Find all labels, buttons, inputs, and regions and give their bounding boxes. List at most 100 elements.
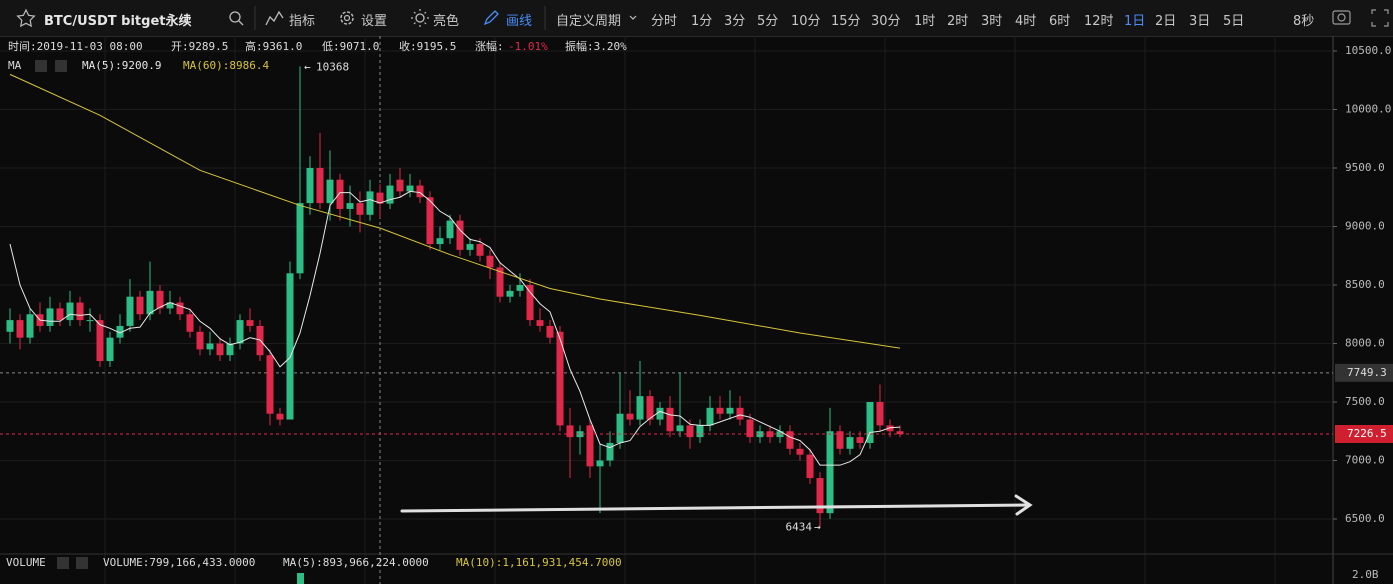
candle-body [806, 454, 814, 479]
period-button[interactable]: 30分 [871, 14, 901, 29]
chart: 6500.0 7000.0 7500.0 8000.0 8500.0 9000.0 9500… [0, 36, 1393, 584]
candle-body [616, 413, 624, 443]
refresh-timer: 8秒 [1293, 14, 1315, 29]
candle-body [366, 191, 374, 215]
candle-body [76, 302, 84, 321]
period-button[interactable]: 15分 [831, 14, 861, 29]
candle-body [456, 220, 464, 250]
candle-body [626, 413, 634, 420]
candle-body [276, 413, 284, 420]
symbol[interactable]: BTC/USDT bitget永续 [44, 14, 192, 29]
candle-body [696, 425, 704, 438]
candle-body [396, 179, 404, 192]
tool-button[interactable]: 亮色 [433, 14, 460, 29]
candle-body [836, 431, 844, 449]
last-price-label: 7226.5 [1347, 427, 1387, 440]
candle-body [876, 402, 884, 426]
candle-body [866, 402, 874, 443]
candle-body [56, 308, 64, 321]
light-icon [415, 13, 425, 23]
candle-body [356, 203, 364, 215]
tool-button[interactable]: 画线 [506, 14, 533, 29]
candle-body [426, 197, 434, 245]
candle-body [666, 407, 674, 432]
candle-body [96, 320, 104, 362]
candle-body [26, 314, 34, 338]
candle-body [686, 425, 694, 438]
period-button[interactable]: 12时 [1084, 14, 1114, 29]
volume-ma10: MA(10):1,161,931,454.7000 [456, 556, 622, 569]
candle-body [306, 167, 314, 204]
candle-body [436, 238, 444, 245]
candle-body [86, 320, 94, 322]
candle-body [716, 407, 724, 414]
candle-body [586, 425, 594, 467]
candle-body [376, 192, 384, 204]
info-amplitude: 振幅:3.20% [565, 39, 627, 53]
period-button[interactable]: 分时 [651, 14, 678, 29]
period-button[interactable]: 2时 [947, 14, 969, 29]
period-button[interactable]: 3时 [981, 14, 1003, 29]
info-close: 收:9195.5 [399, 39, 456, 53]
candle-body [576, 431, 584, 438]
tool-button[interactable]: 指标 [289, 14, 316, 29]
period-button[interactable]: 3分 [724, 14, 746, 29]
candle-body [416, 185, 424, 198]
custom-period[interactable]: 自定义周期 [556, 14, 622, 29]
candle-body [636, 396, 644, 420]
toolbar: BTC/USDT bitget永续 指标 设置 亮色 画线 自定义周期 分时 1分 3分 5分 1… [0, 0, 1393, 37]
search-icon[interactable] [229, 11, 241, 23]
period-button[interactable]: 3日 [1189, 14, 1211, 29]
candle-body [116, 325, 124, 338]
ma60-legend: MA(60):8986.4 [183, 59, 269, 72]
candle-body [406, 185, 414, 192]
candle-body [816, 478, 824, 514]
candle-body [236, 320, 244, 344]
y-tick-label: 8500.0 [1345, 278, 1385, 291]
candle-body [186, 314, 194, 332]
y-tick-label: 8000.0 [1345, 336, 1385, 349]
candle-body [656, 407, 664, 420]
candle-body [6, 320, 14, 332]
tool-button[interactable]: 设置 [361, 14, 388, 29]
candle-body [326, 179, 334, 204]
high-marker-arrow: ← [304, 60, 311, 73]
high-marker: 10368 [316, 60, 349, 73]
candle-body [346, 203, 354, 209]
fullscreen-icon[interactable] [1371, 9, 1389, 27]
last-price-tag [1335, 425, 1393, 444]
period-button[interactable]: 1日 [1124, 14, 1146, 29]
candle-body [596, 460, 604, 467]
volume-axis-label: 2.0B [1352, 568, 1379, 581]
y-tick-label: 6500.0 [1345, 512, 1385, 525]
draw-icon [483, 10, 499, 26]
candle-body [646, 396, 654, 420]
candle-body [206, 343, 214, 350]
period-button[interactable]: 4时 [1015, 14, 1037, 29]
candle-body [556, 331, 564, 426]
period-button[interactable]: 10分 [791, 14, 821, 29]
period-button[interactable]: 1时 [914, 14, 936, 29]
ma-line [9, 73, 901, 349]
y-tick-label: 7500.0 [1345, 395, 1385, 408]
candle-body [506, 290, 514, 297]
candle-body [566, 425, 574, 438]
info-time: 时间:2019-11-03 08:00 [8, 40, 143, 53]
candle-body [466, 244, 474, 250]
candle-body [176, 302, 184, 315]
toolbar-icons [16, 6, 1389, 30]
candle-body [316, 167, 324, 204]
period-button[interactable]: 5分 [757, 14, 779, 29]
info-open: 开:9289.5 [171, 40, 228, 53]
period-button[interactable]: 1分 [691, 14, 713, 29]
candle-body [846, 437, 854, 449]
candle-body [796, 448, 804, 455]
period-button[interactable]: 5日 [1223, 14, 1245, 29]
camera-icon[interactable] [1332, 10, 1351, 25]
period-button[interactable]: 2日 [1155, 14, 1177, 29]
ma-label: MA [8, 59, 22, 72]
candle-body [166, 302, 174, 309]
star-icon[interactable] [16, 8, 36, 28]
period-button[interactable]: 6时 [1049, 14, 1071, 29]
